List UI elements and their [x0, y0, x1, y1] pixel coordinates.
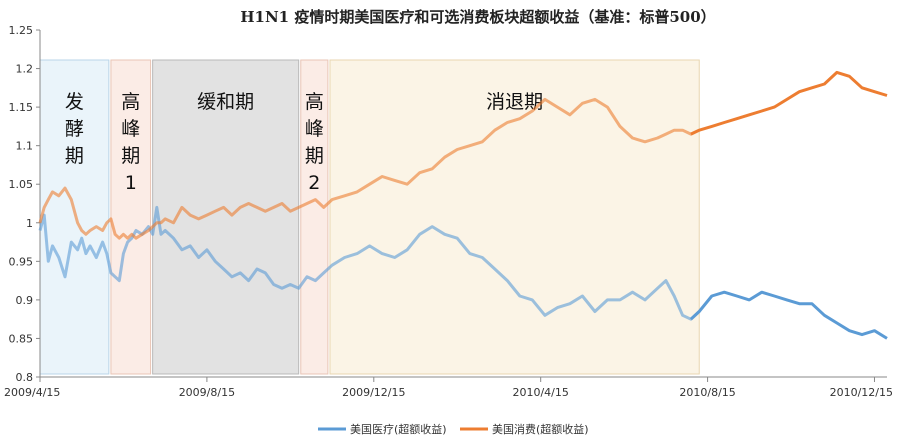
y-tick-label-7: 1.15	[9, 101, 34, 114]
legend-label-0: 美国医疗(超额收益)	[350, 422, 447, 436]
y-tick-label-3: 0.95	[9, 255, 34, 268]
series-line-0	[689, 290, 888, 340]
y-tick-label-5: 1.05	[9, 178, 34, 191]
y-tick-label-2: 0.9	[16, 294, 34, 307]
phase-region-0	[39, 59, 110, 375]
phase-label-0-1: 酵	[65, 118, 84, 140]
phase-label-1-0: 高	[121, 91, 140, 113]
x-tick-label-3: 2010/4/15	[512, 386, 568, 399]
chart-title: H1N1 疫情时期美国医疗和可选消费板块超额收益（基准：标普500）	[240, 8, 715, 26]
x-tick-label-4: 2010/8/15	[679, 386, 735, 399]
phase-label-3-0: 高	[305, 91, 324, 113]
phase-label-0-0: 发	[65, 91, 84, 113]
series-line-1	[690, 70, 888, 136]
x-tick-label-2: 2009/12/15	[342, 386, 405, 399]
phase-region-3	[300, 59, 329, 375]
y-tick-label-0: 0.8	[16, 371, 34, 384]
series-lines	[38, 70, 888, 340]
y-tick-label-9: 1.25	[9, 24, 34, 37]
legend-label-1: 美国消费(超额收益)	[492, 422, 589, 436]
phase-label-0-2: 期	[65, 145, 84, 167]
x-axis: 2009/4/15 2009/8/15 2009/12/15 2010/4/15 201…	[4, 376, 893, 399]
phase-region-1	[110, 59, 152, 375]
y-tick-label-4: 1	[26, 217, 33, 230]
x-tick-label-0: 2009/4/15	[4, 386, 60, 399]
phase-label-3-3: 2	[308, 172, 320, 194]
phase-label-1-2: 期	[121, 145, 140, 167]
series-line-faded-0	[38, 205, 701, 321]
y-axis: 0.8 0.85 0.9 0.95 1 1.05 1.1 1.15 1.2 1.25	[9, 24, 41, 384]
phase-label-2-0: 缓和期	[197, 91, 254, 113]
phase-region-4	[329, 59, 700, 375]
phase-label-1-1: 峰	[121, 118, 140, 140]
phase-label-1-3: 1	[125, 172, 137, 194]
y-tick-label-8: 1.2	[16, 63, 34, 76]
legend: 美国医疗(超额收益) 美国消费(超额收益)	[318, 422, 589, 436]
phase-label-3-2: 期	[305, 145, 324, 167]
x-tick-label-5: 2010/12/15	[830, 386, 893, 399]
y-tick-label-6: 1.1	[16, 140, 34, 153]
y-tick-label-1: 0.85	[9, 332, 34, 345]
phase-label-4-0: 消退期	[486, 91, 543, 113]
phase-label-3-1: 峰	[305, 118, 324, 140]
x-tick-label-1: 2009/8/15	[179, 386, 235, 399]
series-line-faded-1	[38, 97, 700, 240]
